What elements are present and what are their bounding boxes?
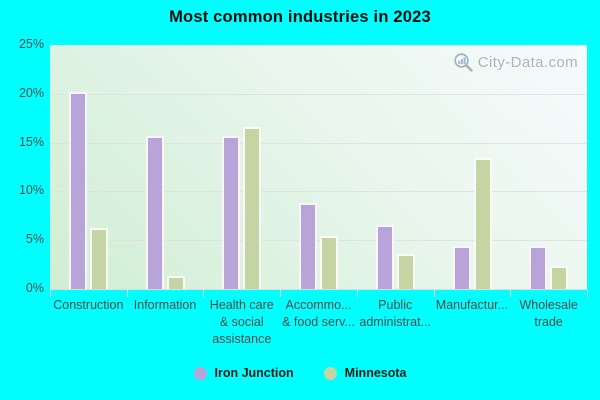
gridline [50, 93, 587, 95]
bar-minnesota-2[interactable] [166, 276, 185, 289]
bar-iron-junction-1[interactable] [69, 91, 87, 289]
x-axis-tick [126, 290, 128, 297]
x-category-label-line: Wholesale [519, 298, 578, 312]
y-tick-label: 20% [18, 85, 44, 100]
x-category-label: Construction [50, 297, 127, 314]
bar-minnesota-4[interactable] [320, 236, 339, 289]
x-category-label-line: Public [378, 298, 413, 312]
x-category-label-line: Manufactur... [435, 298, 509, 312]
x-category-label-line: & food serv... [282, 315, 355, 329]
bar-iron-junction-3[interactable] [222, 135, 241, 289]
gridline [50, 142, 587, 144]
watermark: City-Data.com [453, 52, 578, 73]
x-category-label-line: trade [534, 315, 563, 329]
magnifier-bars-icon [454, 53, 473, 72]
bar-minnesota-7[interactable] [550, 265, 569, 289]
gridline [50, 240, 587, 242]
x-category-label: Information [127, 297, 204, 314]
legend-dot [323, 366, 337, 380]
x-category-label: Health care & social assistance [203, 297, 280, 348]
x-category-label: Manufactur... [434, 297, 511, 314]
x-axis-tick [356, 290, 358, 297]
bar-iron-junction-2[interactable] [145, 135, 164, 289]
chart-title: Most common industries in 2023 [169, 8, 431, 26]
x-category-label-line: Accommo... [285, 298, 352, 312]
y-tick-label: 25% [18, 37, 44, 51]
x-category-label-line: assistance [212, 332, 272, 346]
y-tick-label: 10% [18, 183, 44, 198]
legend-item-minnesota[interactable]: Minnesota [323, 366, 407, 380]
legend-label: Iron Junction [214, 366, 294, 380]
x-axis-tick [50, 290, 51, 297]
bar-iron-junction-6[interactable] [452, 246, 471, 289]
watermark-text: City-Data.com [477, 54, 578, 71]
x-axis-tick [510, 290, 512, 297]
plot-area: City-Data.com [50, 45, 587, 290]
x-axis-tick [203, 290, 205, 297]
x-category-label-line: Construction [53, 298, 124, 312]
gridline [50, 191, 587, 193]
bar-minnesota-3[interactable] [243, 126, 262, 289]
y-tick-label: 5% [25, 232, 44, 247]
legend-item-iron-junction[interactable]: Iron Junction [193, 366, 294, 380]
x-axis-tick [280, 290, 282, 297]
x-category-label: Accommo... & food serv... [280, 297, 357, 331]
legend: Iron Junction Minnesota [0, 366, 600, 380]
x-category-label: Wholesale trade [510, 297, 587, 331]
bar-minnesota-6[interactable] [473, 158, 492, 289]
bar-iron-junction-7[interactable] [529, 246, 548, 289]
x-category-label: Public administrat... [357, 297, 434, 331]
y-tick-label: 0% [25, 281, 44, 295]
bar-minnesota-5[interactable] [396, 253, 415, 289]
x-axis-tick [433, 290, 435, 297]
x-category-label-line: Information [133, 298, 197, 312]
x-category-label-line: & social [219, 315, 264, 329]
bar-iron-junction-4[interactable] [299, 203, 318, 289]
bar-iron-junction-5[interactable] [375, 224, 394, 289]
x-category-label-line: administrat... [359, 315, 431, 329]
legend-label: Minnesota [344, 366, 407, 380]
x-axis-tick [587, 290, 588, 297]
y-tick-label: 15% [18, 134, 44, 149]
legend-dot [193, 366, 207, 380]
gridline [50, 45, 587, 46]
x-category-label-line: Health care [209, 298, 274, 312]
bar-minnesota-1[interactable] [90, 227, 108, 289]
